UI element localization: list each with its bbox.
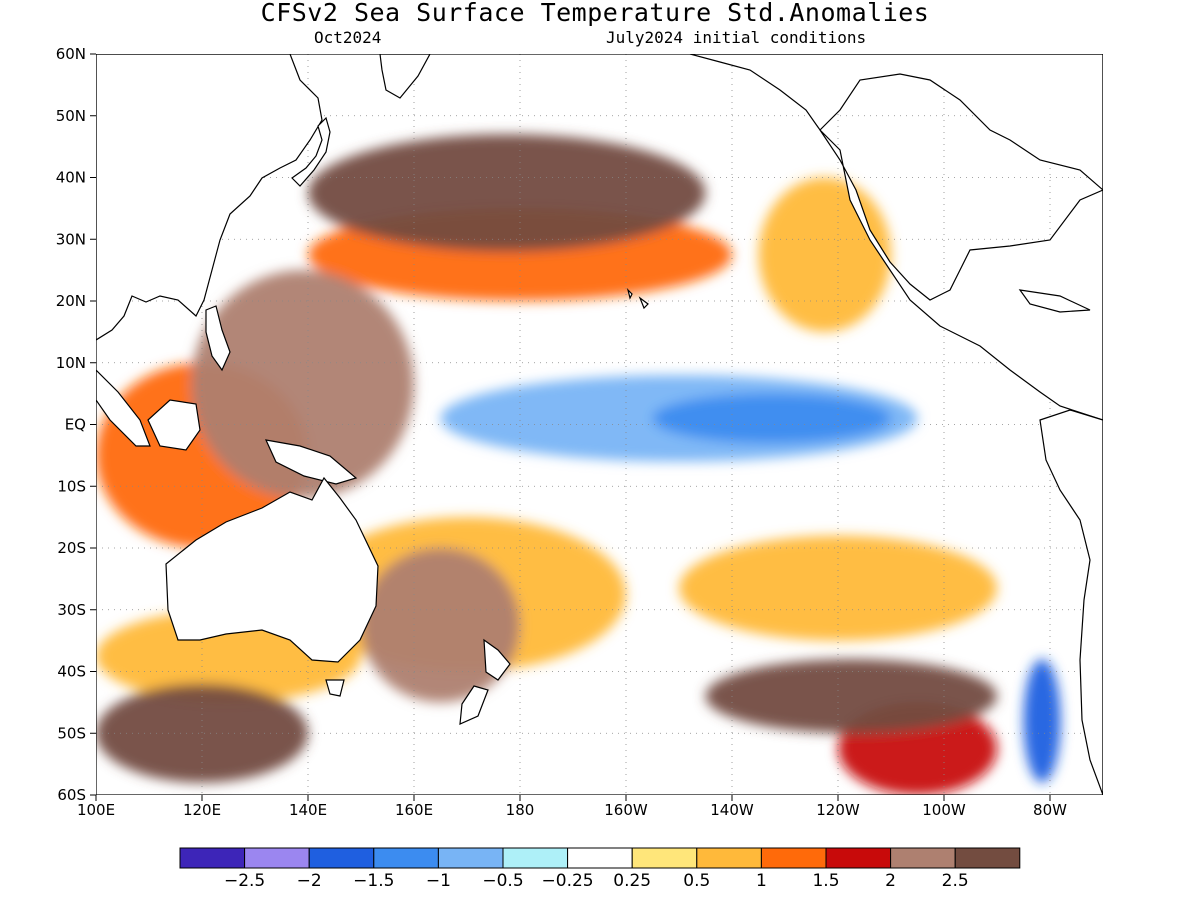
kamchatka (379, 54, 431, 99)
sumatra (96, 369, 151, 447)
colorbar-swatch (437, 847, 504, 869)
lon-tick-label: 140W (710, 801, 754, 819)
colorbar-label: −1 (426, 871, 451, 891)
colorbar-label: 1.5 (812, 871, 839, 891)
lat-tick-label: 30N (56, 230, 86, 248)
colorbar-label: 2 (885, 871, 896, 891)
valid-month: Oct2024 (314, 28, 382, 47)
lat-tick-label: 20N (56, 292, 86, 310)
colorbar-swatch (825, 847, 892, 869)
lon-tick-label: 140E (289, 801, 327, 819)
lon-tick-label: 120W (816, 801, 860, 819)
lon-tick-label: 120E (183, 801, 221, 819)
colorbar-label: −0.25 (542, 871, 594, 891)
lat-tick-label: 60S (57, 786, 86, 804)
anomaly-nino34-core (652, 393, 891, 444)
anomaly-west-pacific-warm-pool (191, 270, 414, 499)
lat-tick-label: 50N (56, 107, 86, 125)
anomaly-patch-4 (758, 177, 891, 332)
lat-tick-label: 40N (56, 169, 86, 187)
colorbar-swatch (696, 847, 762, 869)
anomaly-tasman-warm (361, 548, 520, 703)
colorbar-swatch (954, 847, 1021, 869)
anomaly-south-pacific-warm-band (705, 659, 997, 734)
colorbar-swatch (760, 847, 827, 869)
colorbar-label: −1.5 (353, 871, 394, 891)
colorbar-swatch (308, 847, 375, 869)
lat-tick-label: 50S (57, 724, 86, 742)
lat-tick-label: 10S (57, 477, 86, 495)
colorbar-label: 2.5 (942, 871, 969, 891)
lon-tick-label: 180 (506, 801, 535, 819)
lon-tick-label: 160W (604, 801, 648, 819)
longitude-tick-labels: 100E 120E 140E 160E 180 160W 140W 120W 100W 80W (77, 795, 1067, 819)
colorbar-label: 0.25 (613, 871, 651, 891)
philippines (205, 305, 231, 372)
colorbar-swatch (179, 847, 246, 869)
new-zealand (459, 638, 511, 725)
colorbar: −2.5 −2 −1.5 −1 −0.5 −0.25 0.25 0.5 1 1.5 2 2.5 (179, 847, 1021, 891)
initial-conditions: July2024 initial conditions (606, 28, 867, 47)
cuba (1018, 289, 1091, 313)
land-masses (96, 54, 1103, 795)
colorbar-swatch (373, 847, 439, 869)
colorbar-swatch (502, 847, 569, 869)
latitude-tick-labels: 60N 50N 40N 30N 20N 10N EQ 10S 20S 30S 40S 50S 60S (56, 45, 96, 804)
lon-tick-label: 100E (77, 801, 115, 819)
anomaly-chile-cold-anomaly (1023, 659, 1061, 783)
lat-tick-label: 30S (57, 601, 86, 619)
colorbar-swatch (631, 847, 698, 869)
lat-tick-label: EQ (65, 416, 86, 434)
new-guinea (264, 439, 358, 485)
colorbar-label: −2.5 (224, 871, 265, 891)
map-title: CFSv2 Sea Surface Temperature Std.Anomal… (260, 0, 930, 27)
lat-tick-label: 40S (57, 663, 86, 681)
hawaii (626, 288, 649, 310)
lat-tick-label: 20S (57, 539, 86, 557)
colorbar-swatch (890, 847, 956, 869)
lon-tick-label: 100W (922, 801, 966, 819)
tasmania (325, 679, 345, 697)
borneo (147, 399, 201, 451)
south-america (1039, 409, 1103, 795)
lat-tick-label: 10N (56, 354, 86, 372)
anomaly-north-pacific-warm-band (308, 134, 706, 252)
alaska (689, 54, 1103, 191)
anomaly-southern-ocean-warm (96, 683, 308, 783)
colorbar-label: 0.5 (683, 871, 710, 891)
colorbar-label: −2 (297, 871, 322, 891)
north-america-west (819, 129, 1103, 421)
colorbar-label: 1 (756, 871, 767, 891)
lon-tick-label: 160E (395, 801, 433, 819)
lon-tick-label: 80W (1033, 801, 1067, 819)
colorbar-swatch (567, 847, 633, 869)
asia-landmass (96, 54, 323, 341)
lat-tick-label: 60N (56, 45, 86, 63)
colorbar-label: −0.5 (482, 871, 523, 891)
australia (165, 476, 379, 663)
colorbar-swatch (244, 847, 310, 869)
japan (291, 116, 331, 187)
